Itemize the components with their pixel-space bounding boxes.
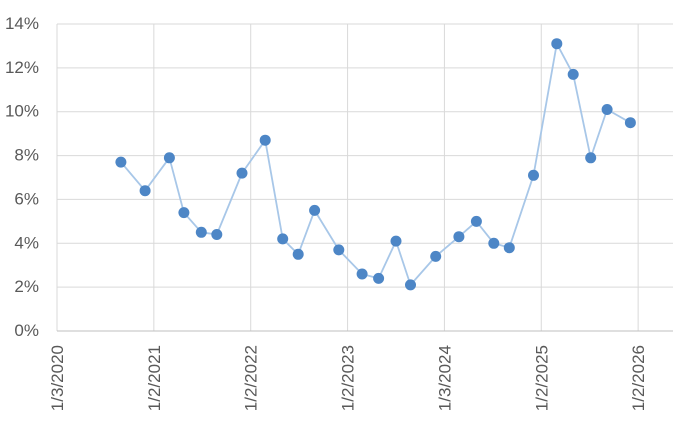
data-point-marker — [309, 204, 321, 216]
data-point-marker — [430, 250, 442, 262]
data-point-marker — [178, 207, 190, 219]
y-axis-tick-label: 4% — [14, 233, 39, 252]
x-axis-tick-label: 1/2/2025 — [532, 345, 551, 411]
data-point-marker — [163, 152, 175, 164]
data-point-marker — [333, 244, 345, 256]
y-axis-tick-label: 14% — [5, 14, 39, 33]
data-point-marker — [601, 104, 613, 115]
data-point-marker — [259, 134, 271, 146]
data-point-marker — [292, 248, 304, 260]
data-point-marker — [390, 235, 402, 247]
x-axis-tick-label: 1/3/2020 — [48, 345, 67, 411]
data-point-marker — [195, 226, 207, 238]
y-axis-tick-label: 6% — [14, 189, 39, 208]
data-point-marker — [405, 279, 416, 291]
x-axis-tick-label: 1/2/2023 — [339, 345, 358, 411]
data-point-marker — [453, 231, 465, 243]
data-point-marker — [585, 152, 597, 164]
y-axis-tick-label: 2% — [14, 277, 39, 296]
data-point-marker — [503, 242, 515, 254]
y-axis-tick-label: 10% — [5, 102, 39, 121]
data-point-marker — [277, 233, 289, 245]
data-point-marker — [488, 237, 500, 249]
y-axis-tick-label: 8% — [14, 146, 39, 165]
data-point-marker — [373, 272, 385, 284]
data-point-marker — [528, 169, 539, 181]
data-point-marker — [211, 229, 223, 240]
data-point-marker — [115, 156, 127, 168]
data-point-marker — [236, 167, 248, 179]
data-point-marker — [470, 215, 482, 227]
data-point-marker — [356, 268, 368, 280]
y-axis-tick-label: 12% — [5, 58, 39, 77]
x-axis-tick-label: 1/3/2024 — [435, 345, 454, 411]
x-axis-tick-label: 1/2/2021 — [145, 345, 164, 411]
data-point-marker — [567, 68, 579, 80]
series-line — [120, 42, 632, 286]
y-axis-tick-label: 0% — [14, 321, 39, 340]
data-point-marker — [139, 185, 151, 197]
data-point-marker — [551, 38, 563, 50]
x-axis-tick-label: 1/2/2026 — [629, 345, 648, 411]
data-point-marker — [624, 117, 636, 129]
x-axis-tick-label: 1/2/2022 — [242, 345, 261, 411]
